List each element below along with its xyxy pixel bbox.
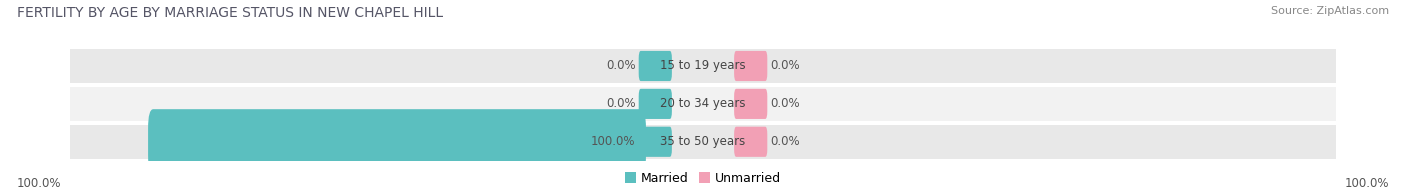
FancyBboxPatch shape xyxy=(734,89,768,119)
Text: 0.0%: 0.0% xyxy=(606,97,636,110)
FancyBboxPatch shape xyxy=(70,49,1336,83)
FancyBboxPatch shape xyxy=(70,87,1336,121)
Text: 20 to 34 years: 20 to 34 years xyxy=(661,97,745,110)
Text: 0.0%: 0.0% xyxy=(770,97,800,110)
FancyBboxPatch shape xyxy=(638,51,672,81)
Text: 100.0%: 100.0% xyxy=(1344,177,1389,190)
FancyBboxPatch shape xyxy=(70,125,1336,159)
FancyBboxPatch shape xyxy=(734,127,768,157)
Legend: Married, Unmarried: Married, Unmarried xyxy=(620,167,786,190)
FancyBboxPatch shape xyxy=(638,127,672,157)
Text: 15 to 19 years: 15 to 19 years xyxy=(661,60,745,73)
Text: 0.0%: 0.0% xyxy=(606,60,636,73)
Text: 100.0%: 100.0% xyxy=(591,135,636,148)
FancyBboxPatch shape xyxy=(734,51,768,81)
Text: Source: ZipAtlas.com: Source: ZipAtlas.com xyxy=(1271,6,1389,16)
FancyBboxPatch shape xyxy=(638,89,672,119)
Text: 100.0%: 100.0% xyxy=(17,177,62,190)
Text: 0.0%: 0.0% xyxy=(770,135,800,148)
FancyBboxPatch shape xyxy=(148,109,645,174)
Text: FERTILITY BY AGE BY MARRIAGE STATUS IN NEW CHAPEL HILL: FERTILITY BY AGE BY MARRIAGE STATUS IN N… xyxy=(17,6,443,20)
Text: 0.0%: 0.0% xyxy=(770,60,800,73)
Text: 35 to 50 years: 35 to 50 years xyxy=(661,135,745,148)
